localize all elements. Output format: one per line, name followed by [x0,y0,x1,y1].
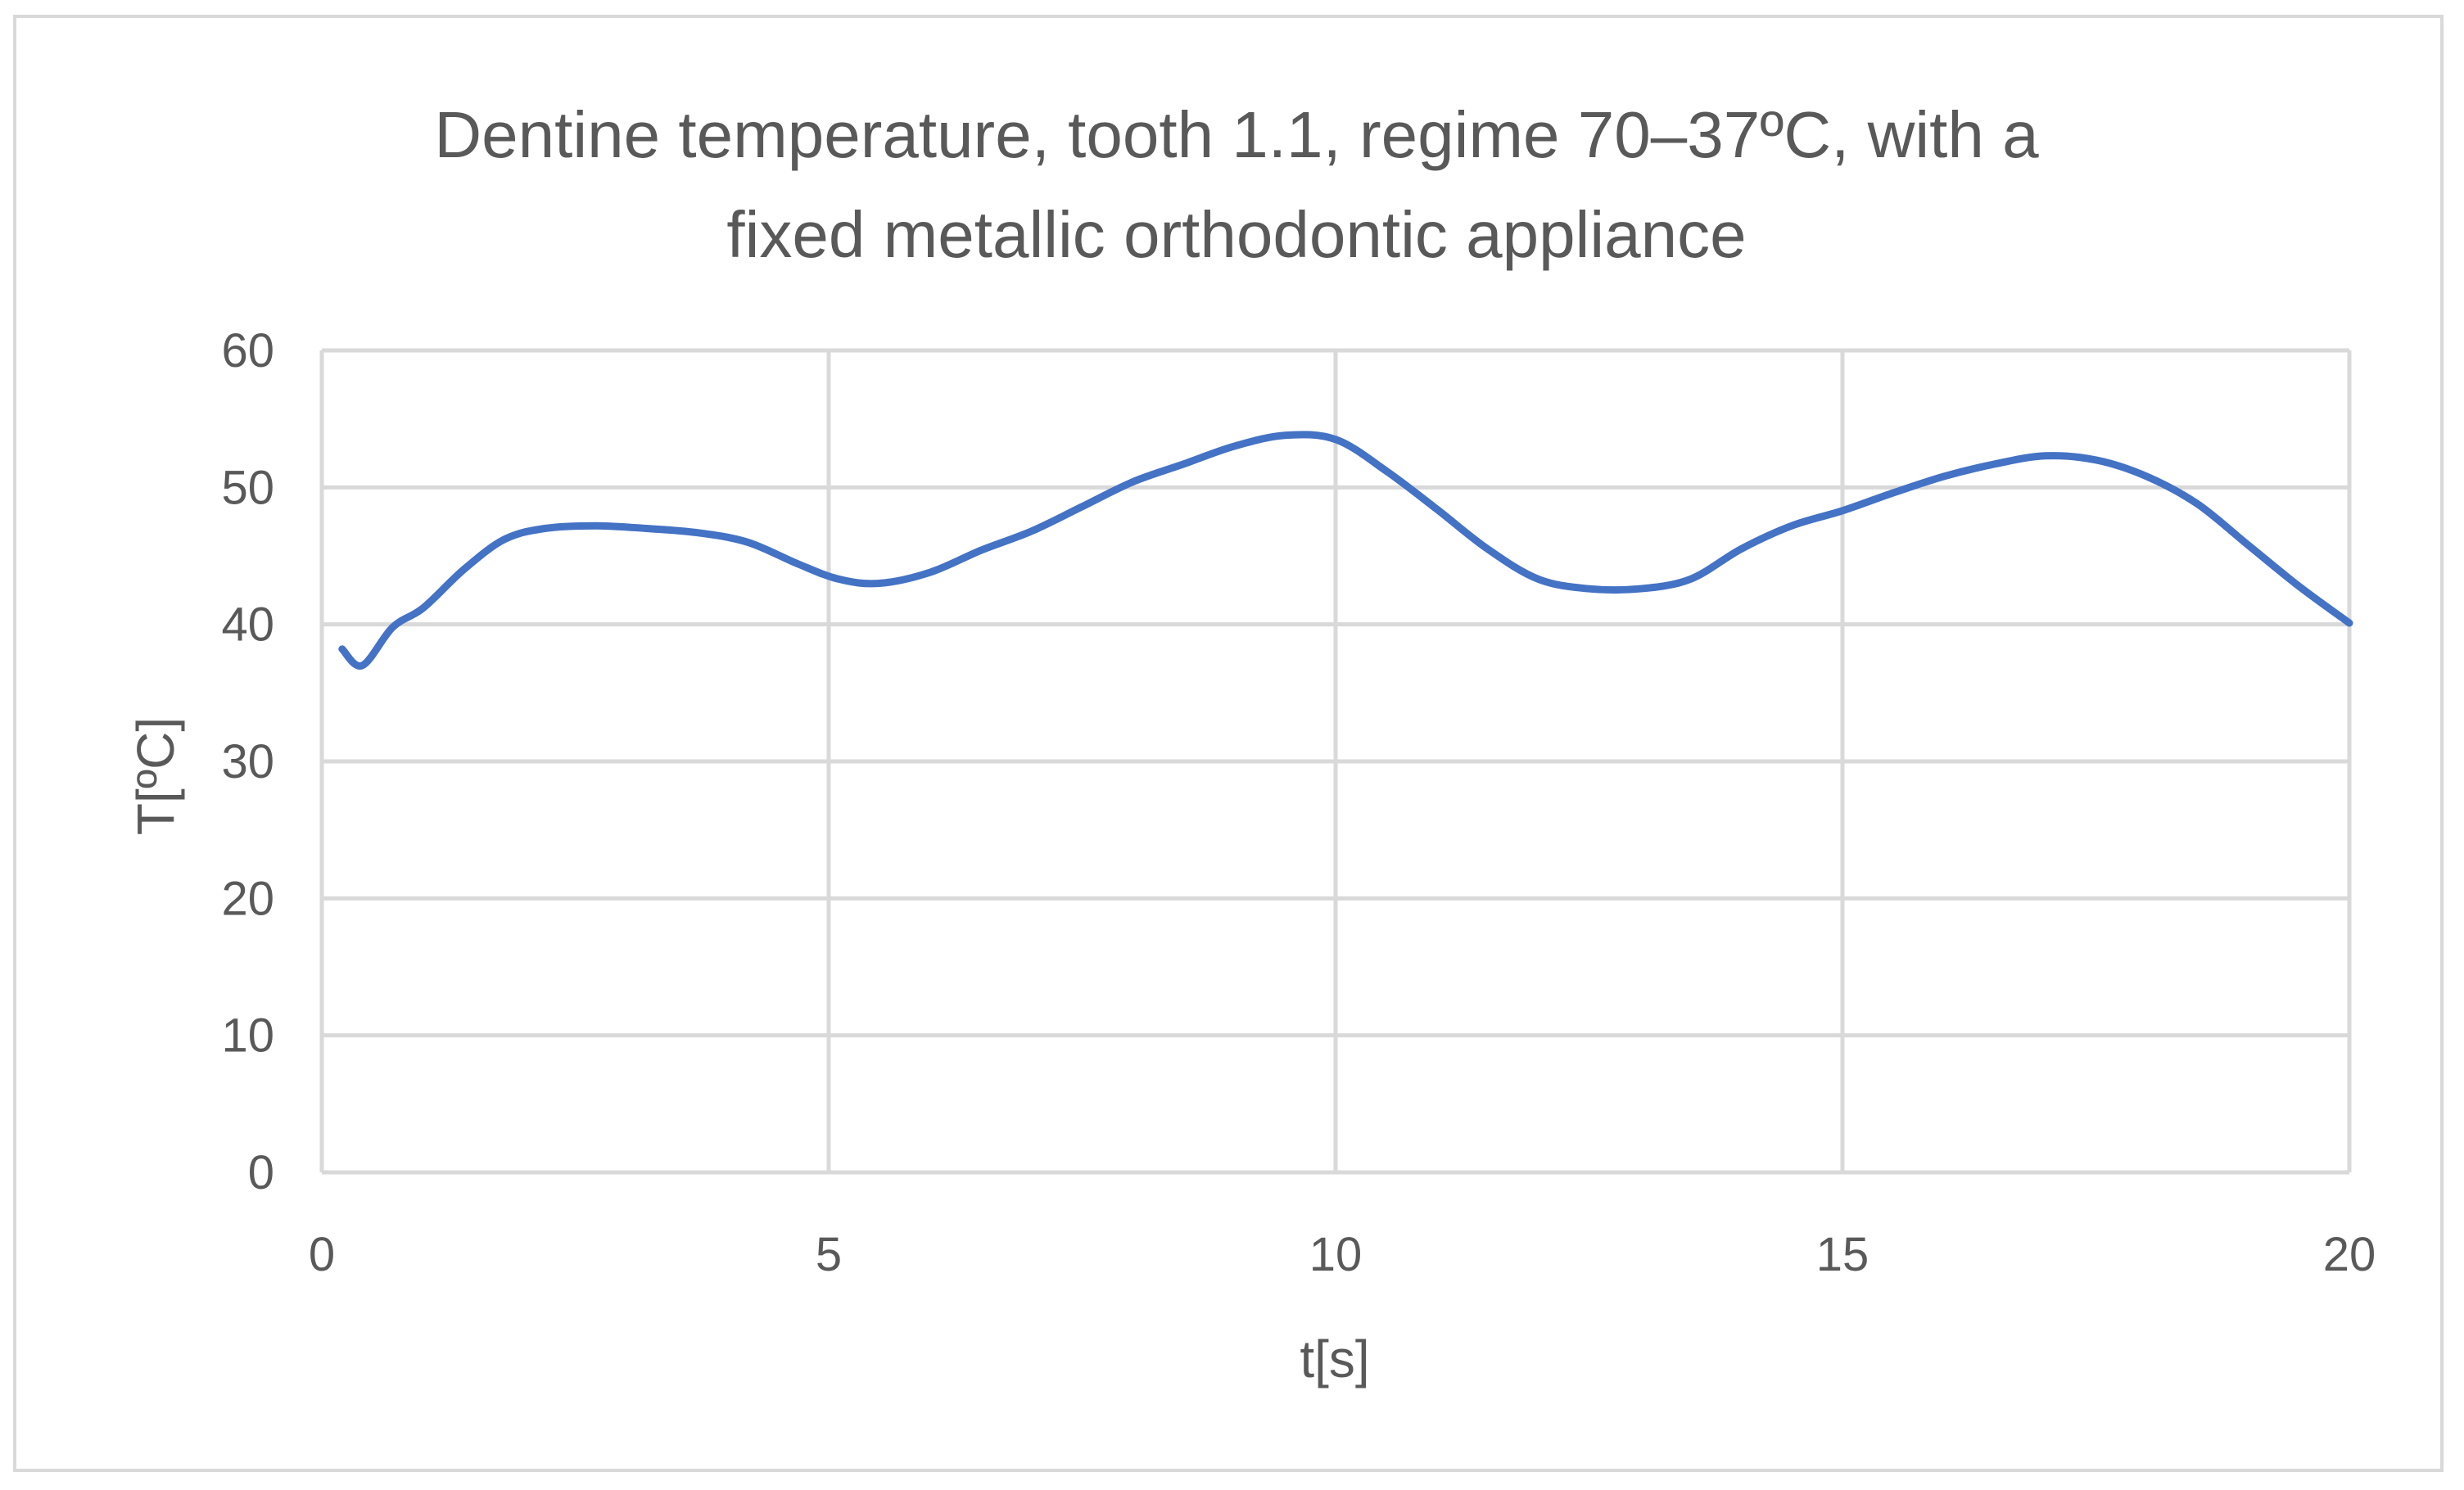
x-tick-label-15: 15 [1816,1228,1869,1281]
gridlines [319,348,2352,1175]
series-group [338,431,2353,670]
line-chart: Dentine temperature, tooth 1.1, regime 7… [126,98,2376,1388]
y-tick-label-30: 30 [221,735,274,788]
chart-frame: Dentine temperature, tooth 1.1, regime 7… [13,15,2444,1472]
y-axis-title: T[ºC] [126,717,185,835]
chart-title: Dentine temperature, tooth 1.1, regime 7… [434,98,2039,271]
chart-title-line-2: fixed metallic orthodontic appliance [726,198,1746,271]
x-tick-label-0: 0 [309,1228,335,1281]
series-line-0 [338,431,2353,670]
x-tick-label-20: 20 [2323,1228,2376,1281]
y-axis-ticks: 0 10 20 30 40 50 60 [221,324,274,1199]
x-axis-ticks: 0 5 10 15 20 [309,1228,2376,1281]
y-tick-label-10: 10 [221,1009,274,1063]
y-tick-label-60: 60 [221,324,274,377]
y-tick-label-0: 0 [248,1146,274,1199]
chart-title-line-1: Dentine temperature, tooth 1.1, regime 7… [434,98,2039,171]
x-tick-label-5: 5 [816,1228,842,1281]
y-tick-label-20: 20 [221,872,274,925]
y-tick-label-50: 50 [221,461,274,514]
x-axis-title: t[s] [1300,1330,1369,1388]
x-tick-label-10: 10 [1309,1228,1363,1281]
y-tick-label-40: 40 [221,598,274,652]
